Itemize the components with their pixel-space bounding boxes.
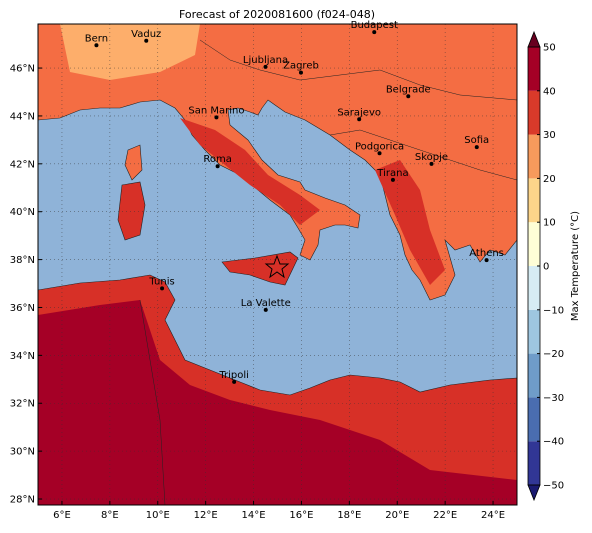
corsica [124,144,143,181]
colorbar-tick-label: 0 [543,262,549,273]
y-tick-label: 40°N [10,207,35,218]
colorbar-tick-label: 50 [543,43,556,54]
city-label: Skopje [415,152,448,163]
city-dot [429,161,434,166]
city-label: Tunis [148,276,174,287]
colorbar-band [528,397,540,442]
city-dot [406,94,411,99]
map-layer [38,24,517,505]
colorbar-extend-under [527,484,541,502]
colorbar-tick-label: −30 [543,393,564,404]
city-dot [474,145,479,150]
city-dot [377,151,382,156]
y-tick-label: 28°N [10,495,35,506]
sardinia [117,181,146,241]
border [139,39,517,505]
x-tick-label: 22°E [433,510,457,521]
city-label: Athens [469,248,504,259]
x-tick-label: 14°E [242,510,266,521]
colorbar-tick-label: −50 [543,481,564,492]
colorbar-tick-label: 40 [543,86,556,97]
colorbar-extend-over [527,30,541,48]
colorbar-tick-label: −10 [543,305,564,316]
y-tick-label: 44°N [10,111,35,122]
city-dot [94,43,99,48]
colorbar-tick-label: 20 [543,174,556,185]
city-label: Roma [203,154,232,165]
city-dot [263,64,268,69]
y-tick-label: 42°N [10,159,35,170]
city-dot [390,177,395,182]
city-dot [214,115,219,120]
city-label: Bern [85,33,108,44]
grid [38,24,517,505]
city-dot [357,117,362,122]
colorbar-band [528,134,540,179]
volcano-star [264,254,290,279]
city-dot [160,286,165,291]
city-dot [144,38,149,43]
colorbar-band [528,353,540,398]
city-dot [263,307,268,312]
x-tick-label: 20°E [385,510,409,521]
colorbar-band [528,47,540,91]
city-label: Budapest [351,20,398,31]
city-label: Sofia [464,135,489,146]
city-label: Ljubljana [243,55,288,66]
y-tick-label: 34°N [10,351,35,362]
italy-hot [180,118,320,225]
balkan-hot [375,160,445,285]
colorbar-band [528,441,540,485]
city-label: Sarajevo [337,107,381,118]
city-dot [298,70,303,75]
colorbar-tick-label: 10 [543,218,556,229]
city-label: Vaduz [131,29,161,40]
x-tick-label: 24°E [481,510,505,521]
map-frame [37,23,518,506]
colorbar-band [528,90,540,135]
colorbar-label: Max Temperature (°C) [570,211,581,321]
colorbar-band [528,222,540,266]
x-tick-label: 10°E [146,510,170,521]
y-tick-label: 38°N [10,255,35,266]
city-dot [215,164,220,169]
colorbar-tick-label: 30 [543,130,556,141]
x-tick-label: 12°E [194,510,218,521]
y-tick-label: 30°N [10,447,35,458]
city-label: La Valette [241,298,291,309]
city-label: Zagreb [283,61,319,72]
city-label: Podgorica [355,141,404,152]
city-label: San Marino [188,105,244,116]
colorbar-band [528,178,540,223]
y-tick-label: 46°N [10,64,35,75]
city-dot [372,30,377,35]
x-tick-label: 16°E [289,510,313,521]
y-tick-label: 36°N [10,303,35,314]
city-label: Tripoli [218,370,249,381]
colorbar-band [528,309,540,354]
alps-cool [60,24,200,80]
map-title: Forecast of 2020081600 (f024-048) [179,8,375,21]
city-dot [484,258,489,263]
x-tick-label: 6°E [53,510,71,521]
colorbar: −50 −40 −30 −20 −10 0 10 20 30 40 50 [527,30,564,502]
africa-hot [38,300,517,505]
colorbar-tick-label: −20 [543,349,564,360]
colorbar-band [528,266,540,310]
x-tick-label: 18°E [337,510,361,521]
city-label: Tirana [376,168,408,179]
colorbar-tick-label: −40 [543,437,564,448]
x-tick-label: 8°E [101,510,119,521]
y-tick-label: 32°N [10,399,35,410]
city-label: Belgrade [386,84,431,95]
city-dot [232,379,237,384]
axes: 6°E 8°E 10°E 12°E 14°E 16°E 18°E 20°E 22°E 24°E 28… [10,64,505,521]
